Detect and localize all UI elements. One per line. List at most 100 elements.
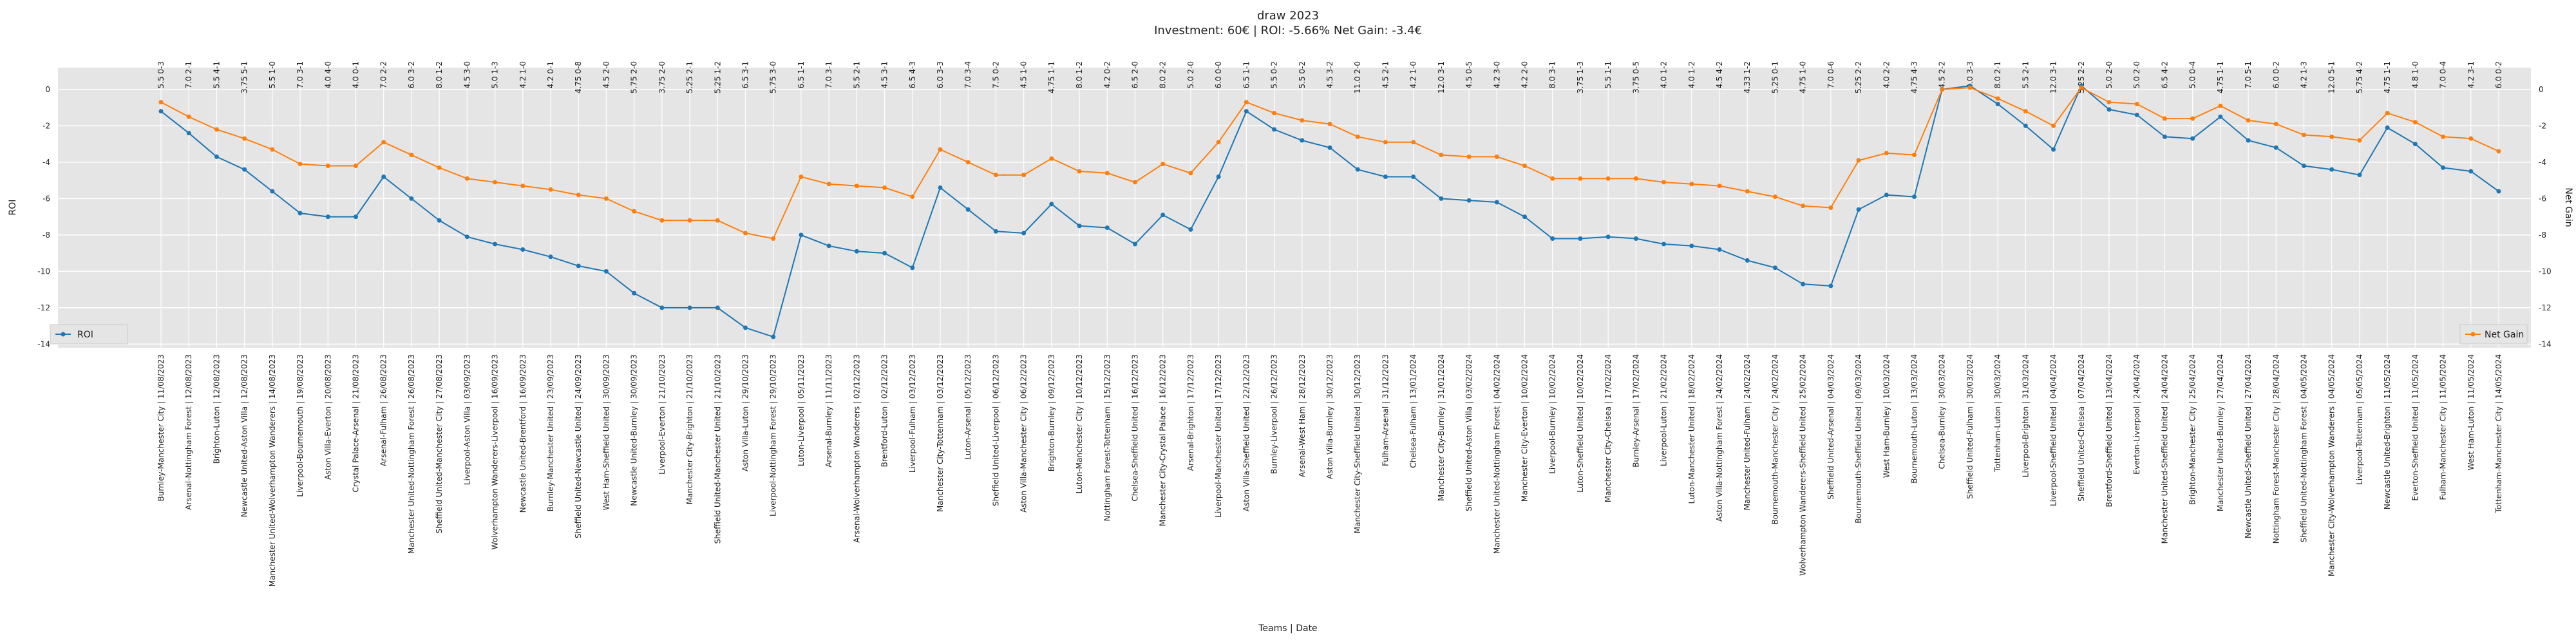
data-point (1912, 194, 1917, 200)
match-annotation: 6.0 0-2 (2494, 61, 2503, 89)
data-point (1940, 87, 1945, 92)
data-point (2357, 138, 2362, 143)
match-annotation: 4.5 2-2 (1938, 61, 1947, 89)
data-point (409, 196, 414, 201)
match-annotation: 6.5 1-1 (1242, 61, 1251, 89)
match-annotation: 8.0 2-1 (1993, 61, 2002, 89)
data-point (325, 214, 330, 220)
data-point (298, 162, 303, 167)
x-tick-label: Everton-Liverpool | 24/04/2024 (2132, 354, 2141, 475)
x-tick-label: Liverpool-Burnley | 10/02/2024 (1548, 354, 1557, 474)
data-point (2329, 167, 2334, 172)
x-tick-label: Chelsea-Sheffield United | 16/12/2023 (1131, 354, 1140, 502)
data-point (1633, 176, 1638, 181)
data-point (771, 334, 776, 339)
x-tick-label: Tottenham-Manchester City | 14/05/2024 (2494, 354, 2503, 513)
match-annotation: 4.33 1-2 (1743, 61, 1752, 93)
x-tick-label: Newcastle United-Aston Villa | 12/08/202… (240, 354, 249, 517)
x-tick-label: Aston Villa-Nottingham Forest | 24/02/20… (1715, 354, 1724, 522)
x-tick-label: Aston Villa-Manchester City | 06/12/2023 (1019, 354, 1028, 513)
data-point (993, 173, 998, 178)
x-tick-label: Aston Villa-Everton | 20/08/2023 (323, 354, 332, 480)
match-annotation: 4.75 1-0 (1799, 61, 1808, 93)
data-point (520, 247, 526, 252)
data-point (1967, 85, 1973, 90)
data-point (1494, 154, 1499, 159)
plot-area (58, 68, 2531, 348)
y-axis-left: 0 -2 -4 -6 -8 -10 -12 -14 (37, 85, 50, 348)
match-annotation: 5.0 2-0 (2105, 61, 2114, 89)
data-point (1188, 227, 1193, 232)
x-tick-label: Manchester United-Nottingham Forest | 26… (407, 354, 416, 554)
data-point (2496, 149, 2501, 154)
data-point (2468, 169, 2474, 174)
data-point (743, 325, 748, 330)
data-point (1550, 236, 1555, 242)
y-axis-right-label: Net Gain (2563, 187, 2573, 227)
match-annotation: 4.2 0-1 (546, 61, 555, 89)
x-tick-label: Manchester City-Wolverhampton Wanderers … (2327, 354, 2336, 576)
x-tick-label: Manchester United-Fulham | 24/02/2024 (1743, 354, 1752, 510)
data-point (2051, 123, 2056, 128)
data-point (548, 254, 553, 260)
legend-net-gain-label: Net Gain (2485, 330, 2524, 340)
match-annotation: 5.5 2-1 (852, 61, 861, 89)
x-tick-label: Manchester United-Wolverhampton Wanderer… (268, 354, 277, 587)
y-right-tick-label: -12 (2539, 303, 2552, 312)
x-tick-label: Liverpool-Luton | 21/02/2024 (1660, 354, 1669, 466)
match-annotation: 4.75 4-3 (1910, 61, 1919, 93)
data-point (826, 182, 831, 187)
match-annotation: 5.5 2-1 (2021, 61, 2030, 89)
x-tick-label: Brighton-Burnley | 09/12/2023 (1047, 354, 1056, 471)
grid-lines (58, 68, 2531, 348)
data-point (854, 249, 859, 254)
match-annotation: 3.75 1-3 (1576, 61, 1585, 93)
x-tick-label: Burnley-Liverpool | 26/12/2023 (1270, 354, 1279, 474)
x-tick-label: Chelsea-Burnley | 30/03/2024 (1938, 354, 1947, 469)
match-annotation: 5.0 0-4 (2188, 61, 2197, 89)
data-point (493, 180, 498, 185)
x-tick-label: Aston Villa-Luton | 29/10/2023 (741, 354, 750, 471)
data-point (1689, 182, 1694, 187)
y-left-tick-label: -4 (43, 158, 50, 167)
x-tick-label: Brighton-Luton | 12/08/2023 (212, 354, 221, 464)
data-point (2162, 116, 2167, 121)
match-annotation: 5.5 0-2 (1270, 61, 1279, 89)
match-annotation: 4.0 1-2 (1687, 61, 1696, 89)
data-point (1383, 140, 1388, 145)
x-tick-label: Manchester City-Everton | 10/02/2024 (1520, 354, 1530, 502)
data-point (1550, 176, 1555, 181)
data-point (1355, 134, 1360, 139)
data-point (632, 290, 637, 296)
match-annotation: 4.5 1-0 (1019, 61, 1028, 89)
data-point (1077, 223, 1082, 229)
data-point (520, 184, 526, 189)
data-point (158, 109, 164, 114)
data-point (2302, 164, 2306, 169)
x-tick-label: Fulham-Manchester City | 11/05/2024 (2439, 354, 2448, 500)
data-point (2273, 122, 2278, 127)
data-point (1021, 173, 1027, 178)
data-point (2218, 103, 2223, 108)
x-tick-label: Liverpool-Manchester United | 17/12/2023 (1214, 354, 1223, 518)
data-point (2023, 109, 2028, 114)
x-tick-label: Manchester City-Crystal Palace | 16/12/2… (1159, 354, 1168, 526)
data-point (1772, 194, 1777, 200)
x-tick-label: Wolverhampton Wanderers-Sheffield United… (1799, 354, 1808, 576)
x-tick-label: West Ham-Burnley | 10/03/2024 (1882, 354, 1891, 478)
x-tick-label: Brighton-Manchester City | 25/04/2024 (2188, 354, 2197, 505)
match-annotation: 4.5 2-0 (601, 61, 611, 89)
match-annotation: 4.5 2-1 (1381, 61, 1390, 89)
data-point (938, 185, 943, 190)
match-annotation: 4.0 4-0 (323, 61, 332, 89)
data-point (2302, 133, 2306, 138)
x-tick-label: Everton-Sheffield United | 11/05/2024 (2410, 354, 2420, 501)
chart-title: draw 2023 (1257, 9, 1319, 23)
data-point (910, 265, 915, 270)
match-annotation: 5.0 1-3 (491, 61, 500, 89)
data-point (1327, 145, 1332, 150)
data-point (1801, 281, 1806, 287)
match-annotation: 4.8 1-0 (2410, 61, 2420, 89)
match-annotation: 4.2 2-0 (1520, 61, 1530, 89)
